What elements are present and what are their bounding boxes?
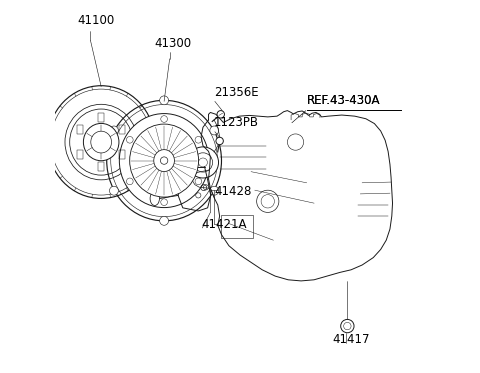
Circle shape <box>210 186 219 195</box>
Text: 41300: 41300 <box>155 37 192 50</box>
Bar <box>77 150 84 159</box>
Text: 1123PB: 1123PB <box>214 116 259 129</box>
Circle shape <box>187 147 218 178</box>
Text: 41100: 41100 <box>77 14 114 27</box>
Bar <box>221 215 253 238</box>
Circle shape <box>210 126 219 135</box>
Circle shape <box>109 126 119 135</box>
Ellipse shape <box>120 114 209 208</box>
Ellipse shape <box>84 123 119 161</box>
Text: 41421A: 41421A <box>201 218 247 231</box>
Bar <box>98 113 104 122</box>
Circle shape <box>217 111 225 118</box>
Ellipse shape <box>154 150 174 172</box>
Text: REF.43-430A: REF.43-430A <box>307 94 380 107</box>
Circle shape <box>341 319 354 333</box>
Circle shape <box>160 216 168 225</box>
Bar <box>98 162 104 171</box>
Bar <box>77 125 84 134</box>
Circle shape <box>109 186 119 195</box>
Text: 41417: 41417 <box>333 333 370 347</box>
Ellipse shape <box>130 124 199 197</box>
Bar <box>119 125 125 134</box>
Bar <box>119 150 125 159</box>
Text: 21356E: 21356E <box>214 87 259 100</box>
Circle shape <box>216 137 223 145</box>
Circle shape <box>160 96 168 105</box>
Text: 41428: 41428 <box>214 185 252 198</box>
Ellipse shape <box>150 191 159 206</box>
Text: REF.43-430A: REF.43-430A <box>307 94 380 107</box>
Ellipse shape <box>65 104 137 180</box>
